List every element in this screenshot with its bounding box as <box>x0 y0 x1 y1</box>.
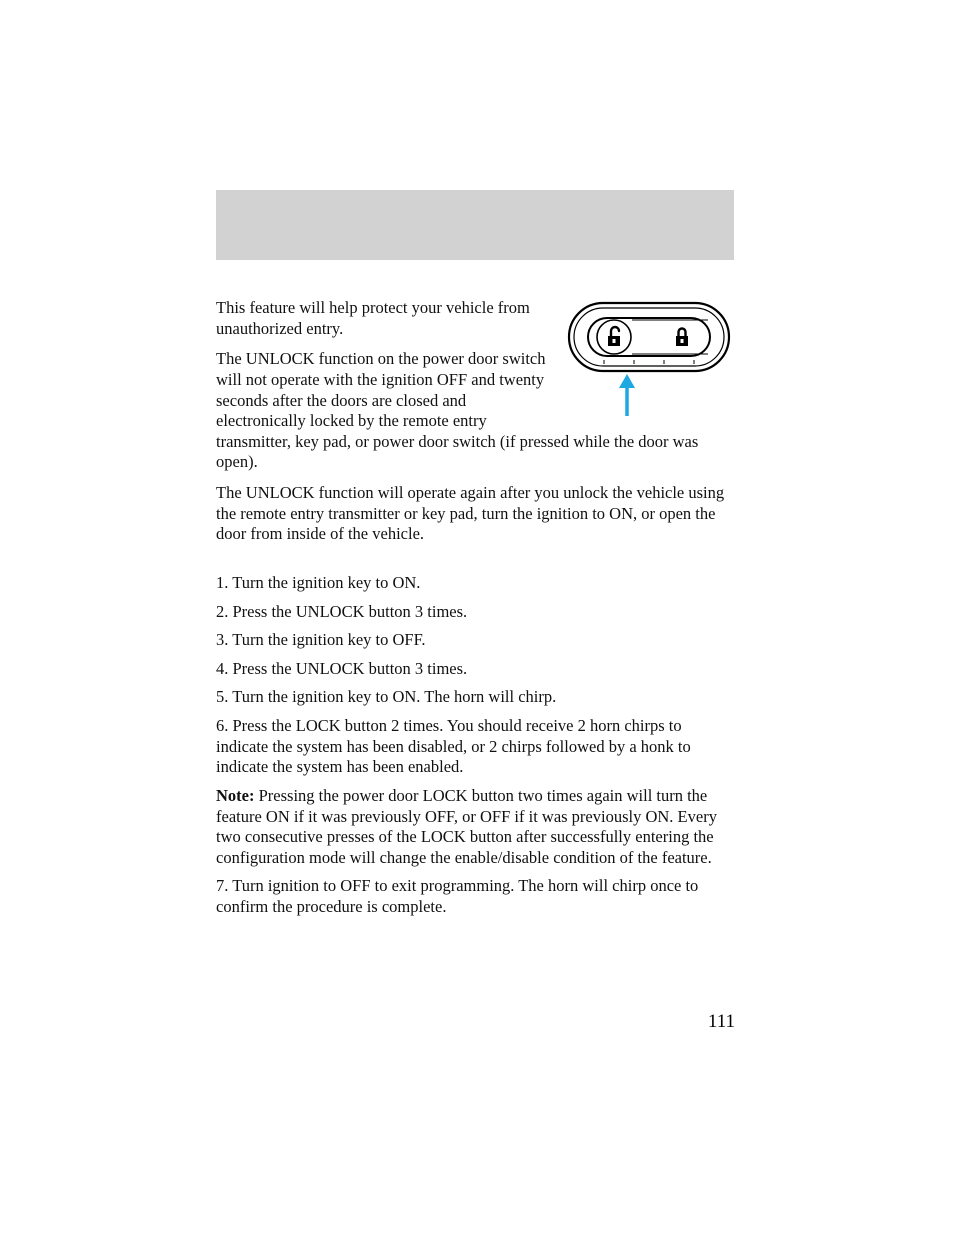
callout-arrow <box>612 374 642 418</box>
step-6: 6. Press the LOCK button 2 times. You sh… <box>216 716 734 778</box>
page-number: 111 <box>708 1011 735 1033</box>
intro-paragraph-3: The UNLOCK function will operate again a… <box>216 483 734 545</box>
door-switch-figure <box>564 298 734 418</box>
step-3: 3. Turn the ignition key to OFF. <box>216 630 734 651</box>
step-4: 4. Press the UNLOCK button 3 times. <box>216 659 734 680</box>
page-content: This feature will help protect your vehi… <box>216 298 734 926</box>
step-5: 5. Turn the ignition key to ON. The horn… <box>216 687 734 708</box>
step-7: 7. Turn ignition to OFF to exit programm… <box>216 876 734 917</box>
door-switch-svg <box>564 298 734 376</box>
step-1: 1. Turn the ignition key to ON. <box>216 573 734 594</box>
note-body: Pressing the power door LOCK button two … <box>216 786 717 867</box>
steps-block: 1. Turn the ignition key to ON. 2. Press… <box>216 573 734 918</box>
note-label: Note: <box>216 786 254 805</box>
header-bar <box>216 190 734 260</box>
note-paragraph: Note: Pressing the power door LOCK butto… <box>216 786 734 869</box>
page: This feature will help protect your vehi… <box>0 0 954 1235</box>
step-2: 2. Press the UNLOCK button 3 times. <box>216 602 734 623</box>
